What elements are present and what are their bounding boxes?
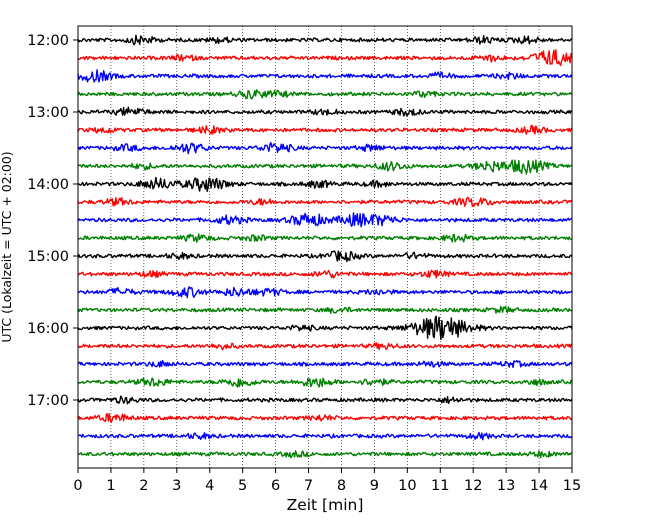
- trace-1730: [77, 431, 573, 441]
- x-tick-label: 8: [337, 478, 346, 494]
- trace-1545: [77, 305, 573, 314]
- y-tick-label: 13:00: [27, 105, 69, 121]
- x-tick-label: 2: [139, 478, 148, 494]
- x-tick-label: 11: [431, 478, 449, 494]
- x-tick-label: 12: [464, 478, 482, 494]
- x-tick-label: 13: [497, 478, 515, 494]
- y-tick-label: 15:00: [27, 249, 69, 265]
- x-tick-label: 4: [205, 478, 214, 494]
- plot-frame: [77, 25, 573, 469]
- trace-1345: [77, 159, 573, 175]
- trace-1245: [77, 89, 573, 100]
- y-axis-label: UTC (Lokalzeit = UTC + 02:00): [0, 151, 14, 342]
- x-tick-label: 15: [563, 478, 581, 494]
- x-tick-label: 10: [398, 478, 416, 494]
- seismic-traces: [77, 34, 573, 459]
- trace-1215: [77, 49, 573, 67]
- y-tick-label: 17:00: [27, 393, 69, 409]
- trace-1700: [77, 395, 573, 405]
- x-grid: [110, 26, 540, 468]
- trace-1600: [77, 315, 573, 341]
- x-tick-label: 0: [73, 478, 82, 494]
- x-axis-label: Zeit [min]: [287, 496, 364, 514]
- trace-1300: [77, 106, 573, 117]
- x-axis: 0 1 2 3 4 5 6 7 8 9 10 11 12 13 14 15: [73, 468, 581, 494]
- trace-1200: [77, 34, 573, 46]
- y-tick-label: 12:00: [27, 33, 69, 49]
- x-tick-label: 6: [271, 478, 280, 494]
- x-tick-label: 14: [530, 478, 548, 494]
- trace-1400: [77, 176, 573, 192]
- trace-1745: [77, 450, 573, 459]
- x-tick-label: 9: [370, 478, 379, 494]
- trace-1315: [77, 124, 573, 135]
- x-tick-label: 7: [304, 478, 313, 494]
- trace-1645: [77, 377, 573, 388]
- trace-1230: [77, 69, 573, 83]
- trace-1530: [77, 286, 573, 299]
- trace-1630: [77, 359, 573, 369]
- trace-1515: [77, 269, 573, 279]
- trace-1615: [77, 342, 573, 351]
- trace-1500: [77, 250, 573, 263]
- x-tick-label: 5: [238, 478, 247, 494]
- trace-1715: [77, 413, 573, 424]
- trace-1330: [77, 141, 573, 155]
- y-tick-label: 16:00: [27, 321, 69, 337]
- x-tick-label: 3: [172, 478, 181, 494]
- trace-1445: [77, 233, 573, 243]
- y-axis: 12:00 13:00 14:00 15:00 16:00 17:00: [27, 33, 78, 409]
- trace-1415: [77, 196, 573, 207]
- x-tick-label: 1: [106, 478, 115, 494]
- y-tick-label: 14:00: [27, 177, 69, 193]
- trace-1430: [77, 212, 573, 228]
